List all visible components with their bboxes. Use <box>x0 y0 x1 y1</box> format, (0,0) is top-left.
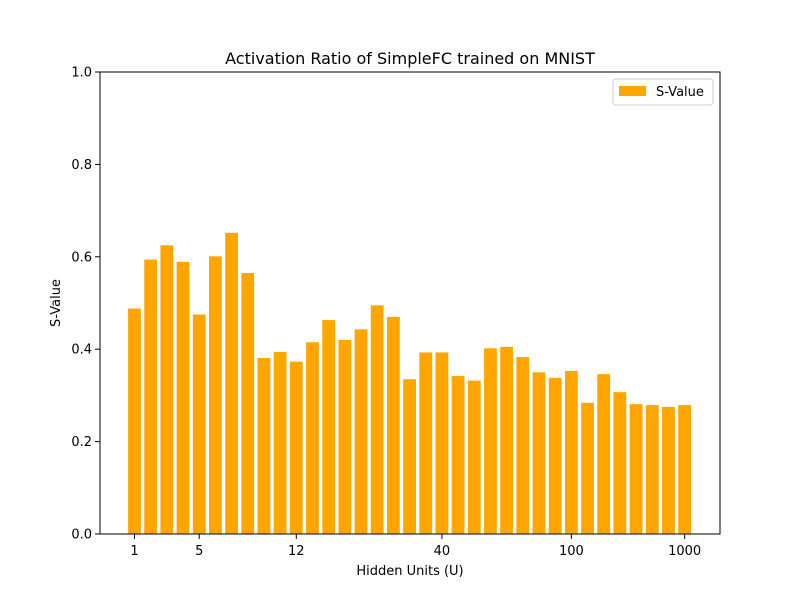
bar <box>322 320 336 534</box>
bar <box>419 352 433 534</box>
legend-label: S-Value <box>656 85 704 100</box>
bar <box>500 346 514 534</box>
x-tick-label: 1 <box>130 544 138 559</box>
bar <box>160 245 174 534</box>
bar <box>451 376 465 534</box>
bar <box>467 380 481 534</box>
y-tick-label: 0.4 <box>71 343 92 358</box>
x-tick-label: 40 <box>434 544 451 559</box>
bar <box>306 342 319 534</box>
legend: S-Value <box>612 78 714 106</box>
x-tick-label: 5 <box>195 544 203 559</box>
bar <box>209 256 222 534</box>
bar <box>273 351 287 534</box>
plot-frame <box>99 71 721 535</box>
bar <box>564 370 578 534</box>
bar <box>241 272 255 534</box>
y-tick-label: 0.0 <box>71 528 92 543</box>
bar <box>144 259 158 534</box>
bar <box>516 357 530 534</box>
y-tick-label: 0.2 <box>71 435 92 450</box>
x-axis: 1 5 12 40 100 1000 <box>130 534 701 559</box>
y-tick-label: 0.6 <box>71 250 92 265</box>
bar <box>581 402 594 534</box>
bar <box>370 305 384 534</box>
legend-box <box>612 78 714 106</box>
bar <box>532 372 546 534</box>
bar <box>548 377 562 534</box>
x-tick-label: 12 <box>288 544 305 559</box>
bar <box>386 316 400 534</box>
x-tick-label: 1000 <box>668 544 701 559</box>
bar <box>257 357 271 534</box>
bars-group <box>128 232 692 534</box>
chart-title: Activation Ratio of SimpleFC trained on … <box>225 49 595 68</box>
x-axis-label: Hidden Units (U) <box>356 564 463 579</box>
bar <box>597 374 611 534</box>
bar <box>225 232 238 534</box>
bar <box>403 379 416 534</box>
bar <box>613 392 627 534</box>
y-tick-label: 1.0 <box>71 66 92 81</box>
bar <box>176 261 190 534</box>
bar <box>662 406 675 534</box>
bar <box>484 348 497 534</box>
y-axis-label: S-Value <box>49 279 64 327</box>
bar <box>435 352 449 534</box>
bar <box>192 314 206 534</box>
bar <box>645 405 659 534</box>
y-axis: 0.0 0.2 0.4 0.6 0.8 1.0 <box>71 66 100 543</box>
bar <box>338 339 352 534</box>
bar <box>629 404 643 534</box>
bar <box>289 361 303 534</box>
bar <box>128 308 141 534</box>
legend-swatch <box>619 86 646 96</box>
y-tick-label: 0.8 <box>71 158 92 173</box>
bar <box>678 405 692 534</box>
bar <box>354 329 368 534</box>
x-tick-label: 100 <box>559 544 584 559</box>
